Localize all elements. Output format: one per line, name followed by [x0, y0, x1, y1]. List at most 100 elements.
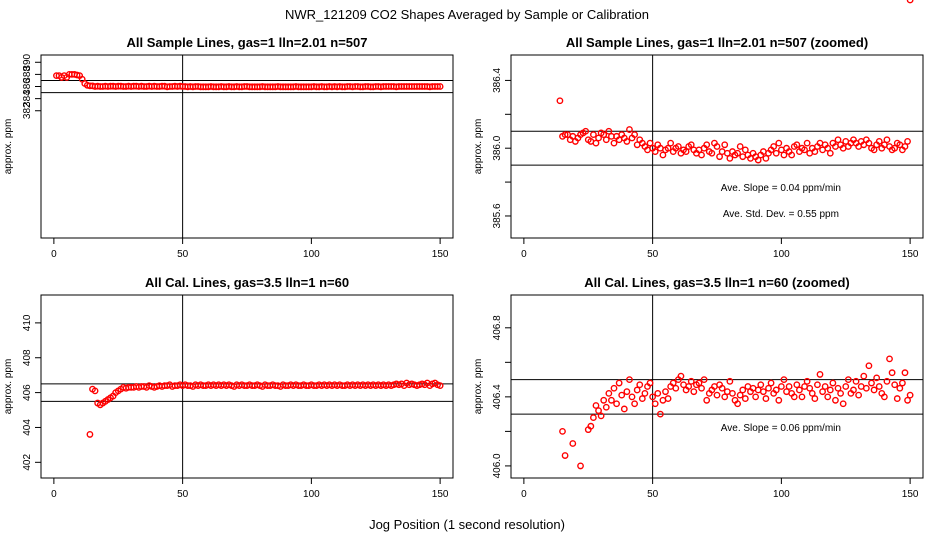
data-point — [819, 388, 826, 396]
data-point — [852, 377, 860, 385]
data-point — [600, 131, 608, 139]
x-tick-label: 0 — [521, 249, 527, 260]
figure-x-axis-label: Jog Position (1 second resolution) — [369, 517, 565, 532]
y-tick-label: 406.8 — [492, 315, 503, 340]
data-point — [824, 144, 832, 152]
data-point — [695, 379, 703, 387]
data-point — [829, 379, 837, 387]
data-point — [896, 384, 904, 392]
data-point — [901, 369, 909, 377]
data-point — [824, 393, 832, 401]
data-point — [814, 381, 821, 389]
data-point — [736, 391, 744, 399]
data-point — [569, 440, 577, 447]
data-point — [662, 388, 669, 396]
data-point — [605, 127, 613, 135]
data-point — [891, 381, 899, 389]
data-point — [793, 141, 801, 149]
data-point — [904, 138, 911, 145]
y-tick-label: 388 — [22, 66, 33, 83]
data-point — [602, 136, 610, 144]
data-point — [651, 400, 659, 408]
x-tick-label: 100 — [303, 489, 320, 500]
y-tick-label: 385.6 — [492, 203, 503, 228]
data-point — [649, 393, 657, 401]
data-point — [91, 387, 99, 395]
data-point — [638, 395, 646, 402]
data-point — [834, 384, 842, 392]
data-point — [556, 97, 564, 105]
x-tick-label: 50 — [177, 489, 189, 500]
data-point — [834, 136, 842, 144]
plot-frame — [40, 294, 454, 479]
data-point — [687, 141, 695, 149]
data-point — [664, 144, 672, 152]
data-point — [762, 154, 770, 162]
data-point — [759, 388, 767, 396]
y-tick-label: 386 — [22, 78, 33, 95]
data-point — [561, 452, 569, 459]
data-point — [623, 388, 631, 396]
data-point — [906, 391, 914, 399]
figure-title: NWR_121209 CO2 Shapes Averaged by Sample… — [285, 7, 649, 22]
data-point — [741, 395, 749, 402]
data-point — [801, 146, 808, 154]
data-point — [597, 412, 605, 420]
data-point — [752, 393, 760, 401]
data-point — [615, 379, 623, 387]
data-point — [821, 383, 829, 390]
data-point — [610, 139, 618, 147]
data-point — [883, 377, 891, 385]
data-point — [729, 390, 736, 397]
data-point — [739, 386, 747, 394]
data-point — [633, 386, 641, 394]
data-point — [842, 383, 850, 390]
data-point — [698, 384, 705, 392]
data-point — [605, 390, 613, 397]
data-point — [590, 414, 597, 421]
data-point — [641, 390, 649, 397]
data-point — [667, 139, 675, 147]
data-point — [672, 384, 680, 392]
y-tick-label: 402 — [22, 454, 33, 471]
panel-title: All Sample Lines, gas=1 lln=2.01 n=507 — [127, 35, 368, 50]
x-tick-label: 150 — [902, 489, 919, 500]
data-point — [798, 393, 806, 401]
data-point — [726, 377, 734, 385]
data-point — [870, 386, 878, 394]
data-point — [899, 379, 906, 387]
data-point — [855, 391, 863, 399]
data-point — [613, 400, 620, 408]
data-point — [721, 393, 729, 401]
data-point — [736, 143, 744, 150]
data-point — [559, 427, 566, 435]
x-tick-label: 100 — [773, 489, 790, 500]
data-point — [708, 149, 716, 157]
data-point — [595, 407, 602, 415]
data-point — [595, 134, 602, 142]
data-point — [875, 383, 883, 390]
data-point — [86, 431, 94, 438]
y-tick-label: 406.0 — [492, 453, 503, 478]
plot-frame — [40, 54, 454, 239]
y-tick-label: 382 — [22, 102, 33, 119]
y-tick-label: 410 — [22, 314, 33, 331]
data-point — [780, 151, 788, 159]
data-point — [860, 372, 868, 380]
x-tick-label: 50 — [647, 489, 659, 500]
data-point — [886, 355, 893, 363]
y-tick-label: 390 — [22, 53, 33, 70]
y-tick-label: 406 — [22, 384, 33, 401]
panel-4: All Cal. Lines, gas=3.5 lln=1 n=60 (zoom… — [473, 275, 924, 500]
data-point — [891, 144, 899, 152]
data-point — [677, 372, 685, 380]
data-point — [790, 393, 798, 401]
data-point — [803, 377, 811, 385]
data-point — [893, 395, 901, 402]
y-axis-label: approx. ppm — [3, 359, 14, 415]
plot-frame — [510, 294, 924, 479]
data-point — [762, 395, 770, 402]
data-point — [806, 384, 814, 392]
data-point — [626, 126, 633, 133]
data-point — [718, 384, 726, 392]
